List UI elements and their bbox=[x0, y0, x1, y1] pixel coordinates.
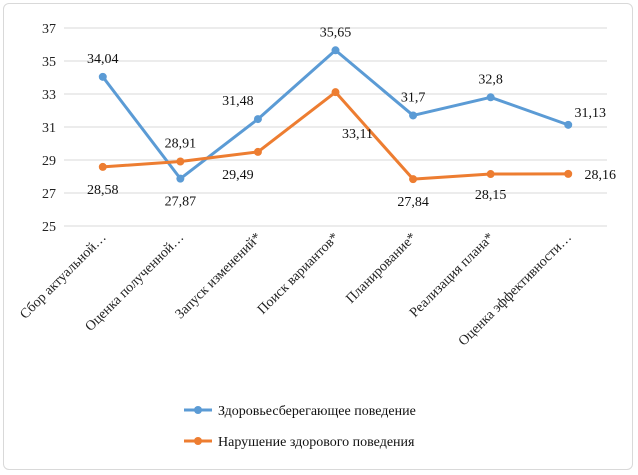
data-point bbox=[409, 111, 418, 120]
x-tick-label: Запуск изменений* bbox=[173, 230, 265, 322]
legend-swatch-marker bbox=[194, 437, 202, 445]
data-label: 28,16 bbox=[584, 168, 616, 183]
gridlines bbox=[64, 27, 607, 227]
data-label: 32,8 bbox=[478, 72, 503, 87]
data-label: 29,49 bbox=[222, 168, 254, 183]
y-tick-label: 35 bbox=[42, 55, 56, 70]
x-tick-label: Планирование* bbox=[343, 230, 419, 306]
y-tick-label: 37 bbox=[42, 22, 56, 37]
data-point bbox=[253, 147, 262, 156]
data-point bbox=[253, 115, 262, 124]
data-label: 35,65 bbox=[320, 25, 352, 40]
chart-frame bbox=[3, 3, 633, 470]
y-tick-label: 29 bbox=[42, 154, 56, 169]
data-point bbox=[486, 170, 495, 179]
data-label: 34,04 bbox=[87, 52, 119, 67]
x-tick-label: Реализация плана* bbox=[407, 230, 497, 320]
x-tick-label: Поиск вариантов* bbox=[255, 230, 342, 317]
y-axis: 25 27 29 31 33 35 37 bbox=[42, 22, 56, 235]
legend-label: Здоровьесберегающее поведение bbox=[218, 404, 416, 419]
series-line-1 bbox=[101, 48, 570, 181]
y-tick-label: 31 bbox=[42, 121, 56, 136]
legend-label: Нарушение здорового поведения bbox=[218, 435, 415, 450]
data-point bbox=[409, 175, 418, 184]
data-point bbox=[564, 169, 573, 178]
data-label: 31,48 bbox=[222, 94, 254, 109]
data-labels: 34,04 27,87 31,48 35,65 31,7 32,8 31,13 28,58 28… bbox=[87, 25, 616, 210]
data-point bbox=[331, 46, 340, 55]
x-axis: Сбор актуальной…Оценка полученной…Запуск… bbox=[17, 230, 575, 349]
data-point bbox=[176, 157, 185, 166]
data-label: 27,84 bbox=[397, 195, 429, 210]
data-point bbox=[98, 72, 107, 81]
data-label: 31,13 bbox=[574, 106, 606, 121]
data-point bbox=[564, 120, 573, 129]
data-label: 28,15 bbox=[475, 188, 507, 203]
y-tick-label: 27 bbox=[42, 187, 56, 202]
data-point bbox=[331, 88, 340, 97]
data-label: 33,11 bbox=[342, 127, 373, 142]
data-label: 31,7 bbox=[401, 90, 426, 105]
y-tick-label: 33 bbox=[42, 88, 56, 103]
legend: Здоровьесберегающее поведение Нарушение з… bbox=[184, 404, 416, 450]
x-tick-label: Сбор актуальной… bbox=[17, 230, 109, 322]
data-point bbox=[486, 93, 495, 102]
legend-swatch-marker bbox=[194, 406, 202, 414]
data-label: 27,87 bbox=[165, 195, 197, 210]
data-point bbox=[98, 162, 107, 171]
y-tick-label: 25 bbox=[42, 220, 56, 235]
data-point bbox=[176, 174, 185, 183]
data-label: 28,58 bbox=[87, 183, 119, 198]
data-label: 28,91 bbox=[165, 136, 197, 151]
series-points bbox=[98, 46, 573, 184]
